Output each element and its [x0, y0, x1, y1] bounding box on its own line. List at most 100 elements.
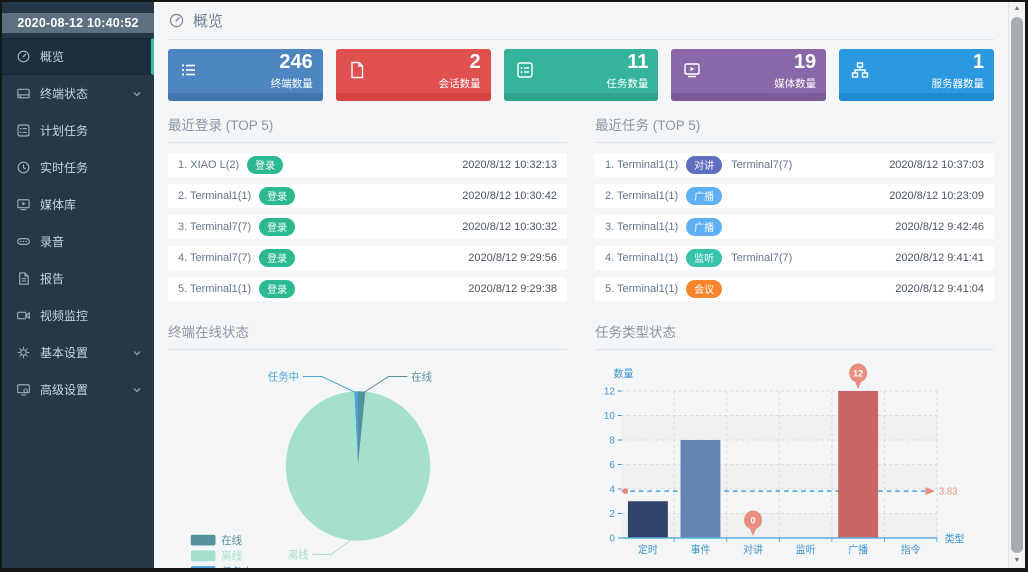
terminal-online-pie-chart: 在线离线任务中在线离线任务中: [190, 370, 432, 568]
checklist-icon: [515, 60, 535, 80]
pie-label-line: [302, 376, 356, 393]
task-name: 5. Terminal1(1): [605, 283, 679, 295]
sidebar-item-basic-settings[interactable]: 基本设置: [2, 334, 154, 371]
sitemap-icon: [850, 60, 870, 80]
pie-label-line: [362, 376, 408, 394]
stat-card-strip: [168, 93, 323, 101]
stat-card-0[interactable]: 246 终端数量: [168, 49, 323, 101]
sidebar-menu: 概览终端状态计划任务实时任务媒体库录音报告视频监控基本设置 高级设置: [2, 38, 154, 408]
sidebar-item-video-monitor[interactable]: 视频监控: [2, 297, 154, 334]
pie-slice-0[interactable]: [358, 391, 366, 466]
legend-label: 在线: [221, 534, 242, 547]
sidebar-item-realtime-tasks[interactable]: 实时任务: [2, 149, 154, 186]
x-category-label: 指令: [901, 543, 921, 556]
stat-card-strip: [671, 93, 827, 101]
task-badge: 对讲: [686, 156, 723, 174]
y-tick-label: 0: [609, 533, 615, 544]
legend-swatch[interactable]: [190, 550, 216, 562]
stat-card-label: 会话数量: [438, 78, 481, 90]
sidebar-item-report[interactable]: 报告: [2, 260, 154, 297]
login-time: 2020/8/12 10:32:13: [462, 159, 557, 171]
pie-label: 离线: [288, 548, 309, 561]
recent-tasks-panel: 最近任务 (TOP 5) 1. Terminal1(1) 对讲 Terminal7(…: [595, 101, 994, 308]
legend-label: 离线: [221, 550, 242, 563]
charts-section: 终端在线状态 在线离线任务中在线离线任务中 任务类型状态 3.830246810…: [168, 308, 994, 568]
x-category-label: 事件: [690, 543, 710, 556]
login-badge: 登录: [247, 156, 284, 174]
bar-1[interactable]: [680, 440, 721, 538]
sidebar-item-scheduled-tasks[interactable]: 计划任务: [2, 112, 154, 149]
sidebar-item-media-library[interactable]: 媒体库: [2, 186, 154, 223]
chevron-down-icon: [132, 348, 142, 358]
stat-card-2[interactable]: 11 任务数量: [503, 49, 659, 101]
pie-slice-2[interactable]: [354, 391, 358, 466]
stat-card-value: 2: [469, 51, 481, 73]
stat-card-4[interactable]: 1 服务器数量: [839, 49, 994, 101]
media-icon: [682, 60, 702, 80]
report-icon: [16, 271, 31, 286]
y-tick-label: 6: [609, 460, 615, 471]
task-name: 4. Terminal1(1): [605, 252, 679, 264]
x-category-label: 定时: [638, 543, 658, 556]
sidebar-item-overview[interactable]: 概览: [2, 38, 154, 75]
svg-text:12: 12: [853, 368, 863, 378]
pie-label: 任务中: [268, 370, 299, 383]
chevron-down-icon: [132, 385, 142, 395]
task-name: 2. Terminal1(1): [605, 190, 679, 202]
pie-slice-1[interactable]: [285, 391, 431, 541]
y-axis-title: 数量: [614, 367, 634, 380]
pie-chart-title: 终端在线状态: [168, 321, 567, 350]
sidebar-item-terminal-status[interactable]: 终端状态: [2, 75, 154, 112]
sidebar-item-label: 录音: [40, 235, 65, 249]
scrollbar[interactable]: ▲ ▼: [1008, 2, 1025, 568]
task-row: 4. Terminal1(1) 监听 Terminal7(7) 2020/8/12 9…: [595, 246, 994, 270]
task-time: 2020/8/12 9:42:46: [895, 221, 984, 233]
login-name: 3. Terminal7(7): [178, 221, 252, 233]
sidebar-item-advanced-settings[interactable]: 高级设置: [2, 371, 154, 408]
recent-logins-title: 最近登录 (TOP 5): [168, 114, 567, 143]
login-row: 2. Terminal1(1) 登录 2020/8/12 10:30:42: [168, 184, 567, 208]
stat-card-label: 服务器数量: [931, 78, 984, 90]
legend-swatch[interactable]: [190, 534, 216, 546]
scroll-up-icon[interactable]: ▲: [1013, 5, 1021, 12]
scrollbar-thumb[interactable]: [1011, 17, 1023, 553]
legend-swatch[interactable]: [190, 566, 216, 568]
page-title: 概览: [193, 13, 224, 30]
chevron-down-icon: [132, 89, 142, 99]
sidebar-item-recording[interactable]: 录音: [2, 223, 154, 260]
gauge-icon: [16, 49, 31, 64]
bar-4[interactable]: [838, 391, 879, 538]
stat-card-value: 19: [793, 51, 817, 73]
sidebar-clock: 2020-08-12 10:40:52: [2, 13, 154, 33]
video-camera-icon: [16, 308, 31, 323]
pie-label: 在线: [411, 370, 432, 383]
task-name: 3. Terminal1(1): [605, 221, 679, 233]
svg-text:0: 0: [751, 515, 756, 525]
advanced-settings-icon: [16, 382, 31, 397]
task-row: 1. Terminal1(1) 对讲 Terminal7(7) 2020/8/12 1…: [595, 153, 994, 177]
sidebar-item-label: 报告: [40, 272, 65, 286]
x-category-label: 对讲: [743, 543, 763, 556]
gauge-icon: [168, 12, 185, 29]
task-time: 2020/8/12 10:37:03: [889, 159, 984, 171]
stat-card-3[interactable]: 19 媒体数量: [671, 49, 827, 101]
bar-0[interactable]: [627, 501, 668, 538]
scroll-down-icon[interactable]: ▼: [1013, 557, 1021, 564]
login-badge: 登录: [259, 249, 296, 267]
task-row: 5. Terminal1(1) 会议 2020/8/12 9:41:04: [595, 277, 994, 301]
y-tick-label: 2: [609, 509, 615, 520]
media-library-icon: [16, 197, 31, 212]
login-time: 2020/8/12 9:29:56: [468, 252, 557, 264]
sidebar-item-label: 终端状态: [40, 87, 89, 101]
y-tick-label: 12: [604, 386, 615, 397]
y-tick-label: 4: [609, 484, 615, 495]
stat-card-1[interactable]: 2 会话数量: [335, 49, 491, 101]
stat-card-strip: [503, 93, 659, 101]
scheduled-tasks-icon: [16, 123, 31, 138]
login-badge: 登录: [259, 280, 296, 298]
value-pin-marker: 0: [743, 510, 763, 536]
sidebar-item-label: 实时任务: [40, 161, 89, 175]
stat-card-strip: [839, 93, 994, 101]
sidebar-item-label: 视频监控: [40, 309, 89, 323]
